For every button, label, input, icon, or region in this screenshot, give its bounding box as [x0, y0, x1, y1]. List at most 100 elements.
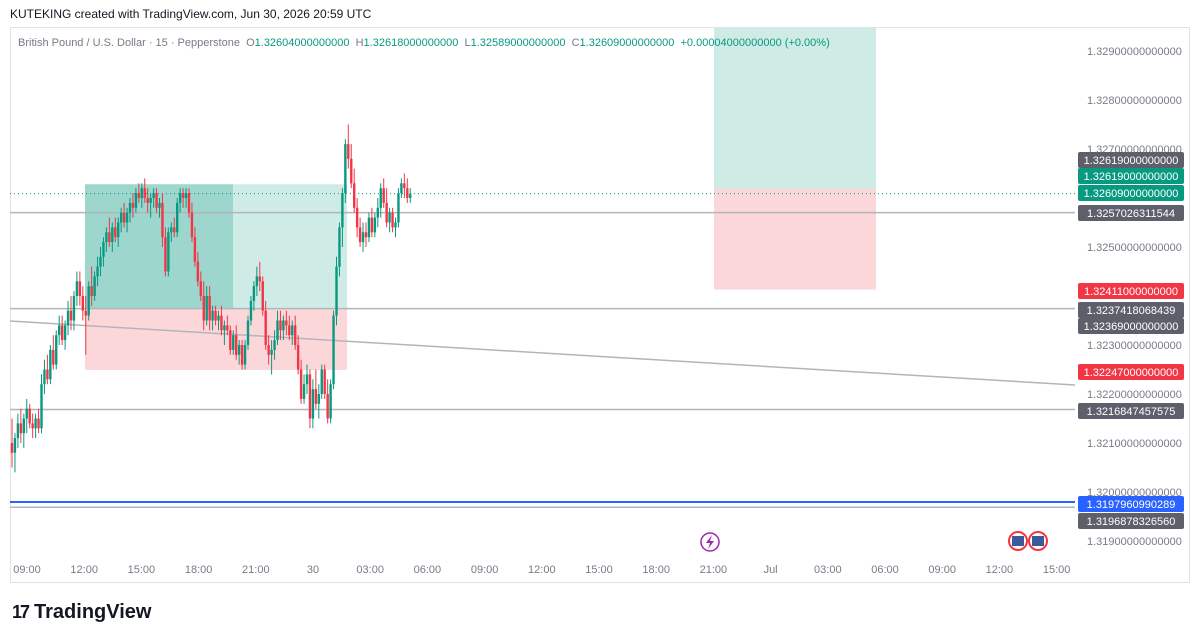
candle-body: [252, 286, 256, 301]
x-tick-label: 21:00: [700, 564, 728, 576]
price-label-text: 1.32619000000000: [1084, 155, 1179, 167]
x-tick-label: 15:00: [585, 564, 613, 576]
candle-body: [273, 340, 276, 350]
candle-body: [128, 202, 132, 213]
candle-body: [93, 276, 96, 296]
candle-body: [267, 345, 270, 355]
y-tick-label: 1.31900000000000: [1087, 536, 1182, 548]
candle-body: [397, 193, 400, 223]
price-label-text: 1.32247000000000: [1084, 367, 1179, 379]
candle-body: [279, 320, 282, 331]
candle-body: [288, 325, 291, 336]
candle-body: [90, 286, 93, 296]
candle-body: [323, 369, 326, 394]
candle-body: [184, 193, 188, 198]
candle-body: [10, 443, 14, 453]
candle-body: [400, 183, 403, 194]
candle-body: [376, 207, 379, 218]
x-tick-label: 09:00: [928, 564, 956, 576]
candle-body: [155, 193, 158, 208]
trend-line-layer: [9, 320, 1076, 386]
candle-body: [49, 349, 52, 380]
candle-body: [223, 325, 226, 331]
candle-body: [320, 369, 323, 394]
candle-body: [382, 188, 385, 203]
candle-body: [193, 237, 197, 262]
y-tick-label: 1.32800000000000: [1087, 95, 1182, 107]
price-label-text: 1.32609000000000: [1084, 188, 1179, 200]
candle-body: [370, 217, 374, 233]
open-value: 1.32604000000000: [254, 37, 350, 49]
y-tick-label: 1.32500000000000: [1087, 242, 1182, 254]
candle-body: [105, 232, 108, 243]
candle-body: [111, 227, 114, 243]
price-label-text: 1.32369000000000: [1084, 321, 1179, 333]
candle-body: [235, 335, 238, 355]
candle-body: [347, 144, 350, 159]
candle-body: [341, 193, 344, 228]
tv-brand-text: TradingView: [34, 601, 152, 623]
tradingview-logo[interactable]: 17 TradingView: [12, 601, 151, 624]
candle-body: [282, 320, 285, 331]
candle-body: [217, 315, 220, 321]
candle-body: [355, 207, 359, 228]
candle-body: [243, 345, 247, 365]
candle-body: [367, 217, 371, 238]
candle-body: [102, 242, 105, 257]
candle-body: [249, 300, 253, 321]
candle-body: [302, 384, 306, 399]
high-value: 1.32618000000000: [363, 37, 459, 49]
candle-body: [146, 198, 149, 203]
x-tick-label: 30: [307, 564, 319, 576]
candle-body: [58, 325, 61, 336]
candle-body: [149, 198, 152, 203]
ohlc-legend: British Pound / U.S. Dollar · 15 · Peppe…: [18, 37, 830, 49]
candle-body: [353, 183, 356, 208]
x-tick-label: 15:00: [128, 564, 156, 576]
candle-body: [385, 202, 388, 223]
candle-body: [22, 418, 25, 434]
candle-body: [170, 227, 173, 233]
candle-body: [43, 369, 46, 385]
candle-body: [261, 281, 264, 311]
candle-body: [16, 423, 20, 439]
candle-body: [117, 222, 120, 238]
low-label: L: [464, 37, 471, 49]
price-label-tag: [1078, 403, 1184, 419]
candle-body: [161, 202, 164, 238]
candle-body: [391, 212, 394, 228]
candle-body: [114, 227, 117, 238]
candle-body: [317, 394, 320, 404]
x-tick-label: 12:00: [986, 564, 1014, 576]
candle-body: [211, 310, 214, 321]
candle-body: [276, 320, 279, 341]
open-label: O: [246, 37, 255, 49]
chart-frame[interactable]: [10, 27, 1190, 583]
short-target-zone: [714, 28, 876, 189]
candle-body: [72, 296, 76, 321]
horizontal-lines-layer: [10, 193, 1075, 509]
candle-body: [199, 281, 202, 296]
symbol-name[interactable]: British Pound / U.S. Dollar · 15 · Peppe…: [18, 37, 240, 49]
long-target-zone: [85, 184, 347, 309]
candle-body: [403, 183, 406, 189]
x-tick-label: 09:00: [13, 564, 41, 576]
price-label-tag: [1078, 205, 1184, 221]
y-tick-label: 1.32900000000000: [1087, 46, 1182, 58]
candle-body: [176, 202, 179, 233]
candle-body: [285, 320, 288, 326]
candle-body: [294, 325, 297, 345]
high-label: H: [355, 37, 364, 49]
candle-body: [60, 325, 64, 341]
price-label-text: 1.3216847457575: [1087, 406, 1176, 418]
candle-body: [299, 369, 303, 399]
candle-body: [63, 325, 67, 341]
chart-header: KUTEKING created with TradingView.com, J…: [10, 7, 372, 21]
x-tick-label: 12:00: [528, 564, 556, 576]
chart-icons-layer: [700, 531, 1048, 552]
candle-body: [220, 315, 223, 331]
candle-body: [31, 423, 34, 429]
lightning-icon-glyph: [706, 535, 714, 549]
candle-body: [240, 345, 244, 365]
